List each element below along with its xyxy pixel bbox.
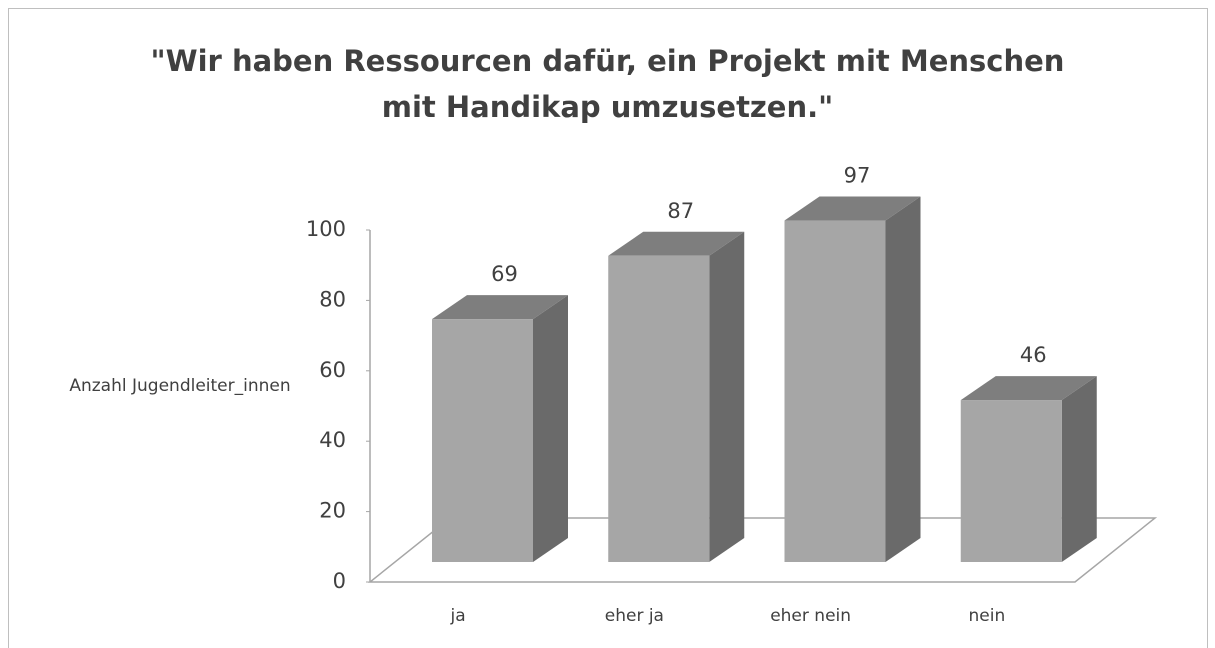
y-tick-label: 0 [333,569,346,593]
bar-side [533,295,568,562]
bar [608,255,710,562]
chart-title: "Wir haben Ressourcen dafür, ein Projekt… [150,44,1065,124]
bar-side [1061,376,1097,562]
bar-top [608,231,745,256]
y-axis-label: Anzahl Jugendleiter_innen [69,376,291,396]
chart-frame [8,8,1208,648]
y-tick-label: 100 [306,217,346,241]
bar-side [709,231,745,562]
y-tick-label: 60 [319,358,346,382]
y-tick-label: 40 [319,428,346,452]
x-tick-label: nein [969,606,1006,626]
data-label: 97 [844,164,871,188]
bar [784,220,886,562]
bar-top [784,196,921,221]
data-label: 87 [667,199,694,223]
y-tick-label: 80 [319,287,346,311]
x-tick-label: ja [450,606,466,626]
bar-top [432,295,568,320]
x-tick-label: eher ja [605,606,664,626]
y-tick-label: 20 [319,499,346,523]
bar-side [885,196,921,562]
bar [960,400,1062,562]
data-label: 69 [491,262,518,286]
bar [432,319,533,562]
data-label: 46 [1020,343,1047,367]
floor [367,517,1158,583]
x-tick-label: eher nein [770,606,851,626]
bar-top [960,376,1097,401]
